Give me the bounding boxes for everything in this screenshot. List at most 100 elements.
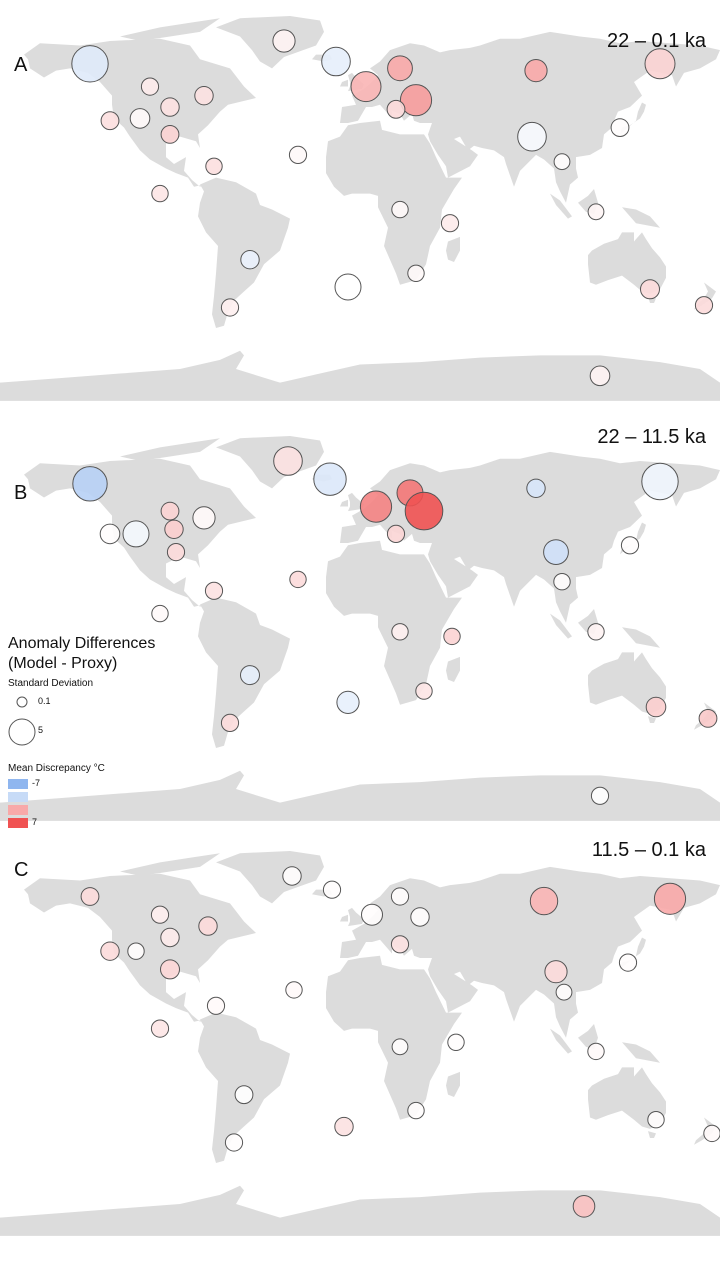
landmass-australia: [588, 652, 666, 714]
proxy-site-marker: [587, 1042, 605, 1061]
landmass-africa: [326, 540, 462, 705]
proxy-site-marker: [166, 543, 186, 562]
proxy-site-marker: [80, 887, 100, 906]
proxy-site-marker: [399, 84, 433, 117]
proxy-site-marker: [151, 184, 169, 203]
proxy-site-marker: [524, 59, 548, 83]
legend-size-small-circle: [16, 696, 28, 708]
legend-size-scale: 0.1 5: [8, 689, 178, 759]
proxy-site-marker: [160, 124, 180, 144]
proxy-site-marker: [589, 365, 611, 387]
proxy-site-marker: [240, 665, 260, 686]
proxy-site-marker: [361, 903, 383, 926]
proxy-site-marker: [72, 466, 108, 502]
proxy-site-marker: [526, 478, 546, 499]
proxy-site-marker: [647, 1111, 665, 1129]
proxy-site-marker: [99, 523, 121, 545]
legend-swatch: [8, 778, 28, 789]
proxy-site-marker: [150, 905, 170, 924]
map-panel-b: B 22 – 11.5 ka: [0, 420, 720, 830]
landmass-new-zealand: [694, 702, 716, 730]
landmass-tasmania: [648, 716, 656, 723]
panel-time-range: 22 – 0.1 ka: [607, 30, 706, 52]
proxy-site-marker: [386, 524, 406, 544]
proxy-site-marker: [140, 77, 160, 96]
landmass-ireland: [340, 499, 348, 507]
proxy-site-marker: [386, 99, 406, 119]
proxy-site-marker: [543, 539, 569, 566]
proxy-site-marker: [220, 713, 240, 732]
landmass-new-guinea: [622, 1042, 660, 1063]
proxy-site-marker: [698, 709, 718, 728]
proxy-site-marker: [272, 29, 296, 53]
legend-swatch: [8, 804, 28, 815]
landmass-ireland: [340, 79, 348, 87]
proxy-site-marker: [359, 490, 393, 523]
landmass-madagascar: [446, 1071, 460, 1097]
proxy-site-marker: [555, 983, 573, 1001]
proxy-site-marker: [100, 111, 120, 131]
panel-letter: A: [14, 54, 28, 76]
proxy-site-marker: [204, 581, 224, 600]
proxy-site-marker: [129, 108, 151, 129]
proxy-site-marker: [205, 157, 223, 176]
proxy-site-marker: [620, 536, 640, 555]
proxy-site-marker: [618, 953, 638, 972]
proxy-site-marker: [390, 935, 410, 954]
landmass-sumatra: [550, 1028, 572, 1054]
legend-swatch: [8, 817, 28, 828]
panel-time-range: 11.5 – 0.1 ka: [591, 839, 706, 861]
landmass-eurasia: [340, 866, 720, 1038]
proxy-site-marker: [160, 97, 180, 117]
proxy-site-marker: [127, 942, 145, 960]
proxy-site-marker: [206, 996, 226, 1015]
proxy-site-marker: [273, 446, 303, 476]
proxy-site-marker: [610, 118, 630, 137]
proxy-site-marker: [517, 121, 547, 152]
world-map-a: [0, 15, 720, 401]
proxy-site-marker: [334, 1116, 354, 1137]
legend-swatch: [8, 791, 28, 802]
proxy-site-marker: [321, 46, 351, 77]
legend-color-min-label: -7: [32, 778, 41, 788]
proxy-site-marker: [150, 1019, 170, 1038]
landmass-canadian-islands: [120, 438, 220, 461]
proxy-site-marker: [447, 1033, 465, 1052]
proxy-site-marker: [336, 690, 360, 714]
legend-color-scale: -7 7: [8, 778, 178, 830]
proxy-site-marker: [390, 887, 410, 906]
landmass-antarctica: [0, 350, 720, 401]
proxy-site-marker: [100, 941, 120, 961]
landmass-uk: [348, 907, 364, 927]
landmass-madagascar: [446, 236, 460, 262]
world-map-c: [0, 850, 720, 1236]
proxy-site-marker: [322, 880, 342, 899]
map-panel-a: A 22 – 0.1 ka: [0, 0, 720, 410]
landmass-antarctica: [0, 1185, 720, 1236]
proxy-site-marker: [220, 298, 240, 317]
proxy-site-marker: [313, 462, 347, 496]
landmass-africa: [326, 955, 462, 1120]
proxy-site-marker: [440, 214, 460, 233]
proxy-site-marker: [640, 279, 660, 300]
proxy-site-marker: [529, 886, 559, 916]
landmass-ireland: [340, 914, 348, 922]
proxy-site-marker: [587, 203, 605, 221]
proxy-site-marker: [282, 866, 302, 886]
proxy-site-marker: [391, 1038, 409, 1056]
proxy-site-marker: [192, 506, 216, 530]
panel-letter: B: [14, 482, 28, 504]
proxy-site-marker: [151, 604, 169, 623]
proxy-site-marker: [703, 1124, 720, 1143]
panel-time-range: 22 – 11.5 ka: [597, 426, 706, 448]
proxy-site-marker: [553, 153, 571, 171]
proxy-site-marker: [443, 627, 461, 646]
proxy-site-marker: [587, 623, 605, 641]
proxy-site-marker: [194, 86, 214, 106]
legend-size-circles: [8, 696, 36, 746]
landmass-canadian-islands: [120, 853, 220, 876]
proxy-site-marker: [289, 570, 307, 589]
proxy-site-marker: [160, 501, 180, 521]
proxy-site-marker: [415, 682, 433, 700]
proxy-site-marker: [240, 250, 260, 270]
